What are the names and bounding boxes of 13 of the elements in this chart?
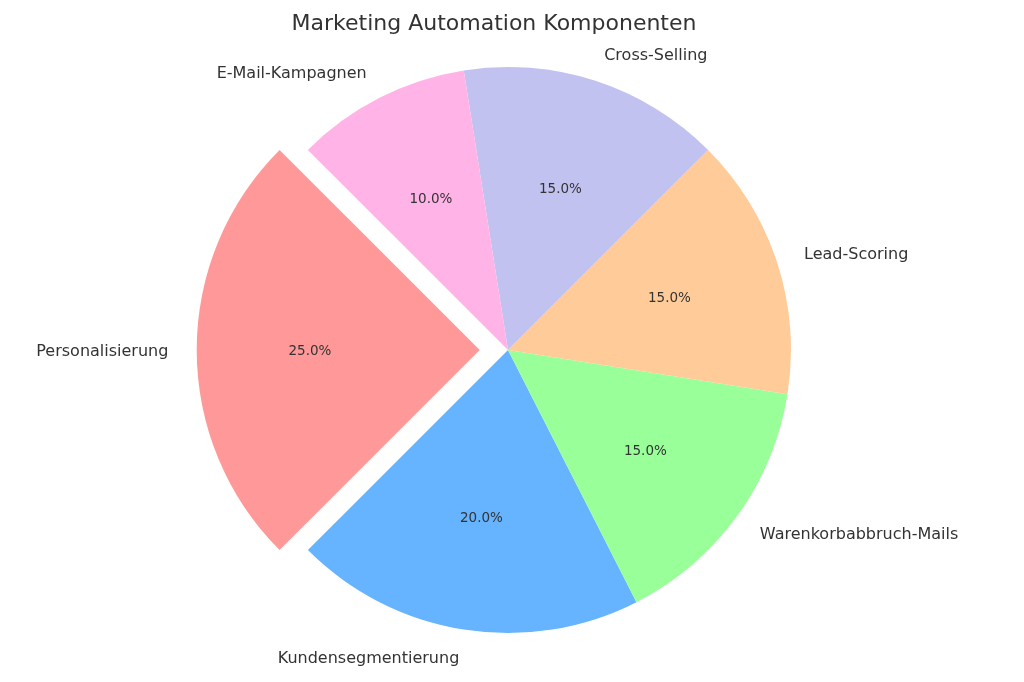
slice-label: Lead-Scoring — [804, 244, 909, 264]
data-label: 15.0% — [648, 289, 692, 306]
slice-label: E-Mail-Kampagnen — [216, 63, 367, 83]
data-label: 15.0% — [539, 180, 583, 197]
slice-label: Cross-Selling — [604, 44, 708, 64]
slice-label: Kundensegmentierung — [277, 648, 460, 668]
chart-title: Marketing Automation Komponenten — [291, 10, 697, 35]
data-label: 20.0% — [459, 509, 504, 526]
slice-label: Personalisierung — [36, 340, 169, 360]
data-label: 25.0% — [288, 341, 332, 358]
slice-label: Warenkorbabbruch-Mails — [759, 523, 959, 543]
data-label: 10.0% — [409, 190, 453, 207]
data-label: 15.0% — [623, 441, 667, 458]
